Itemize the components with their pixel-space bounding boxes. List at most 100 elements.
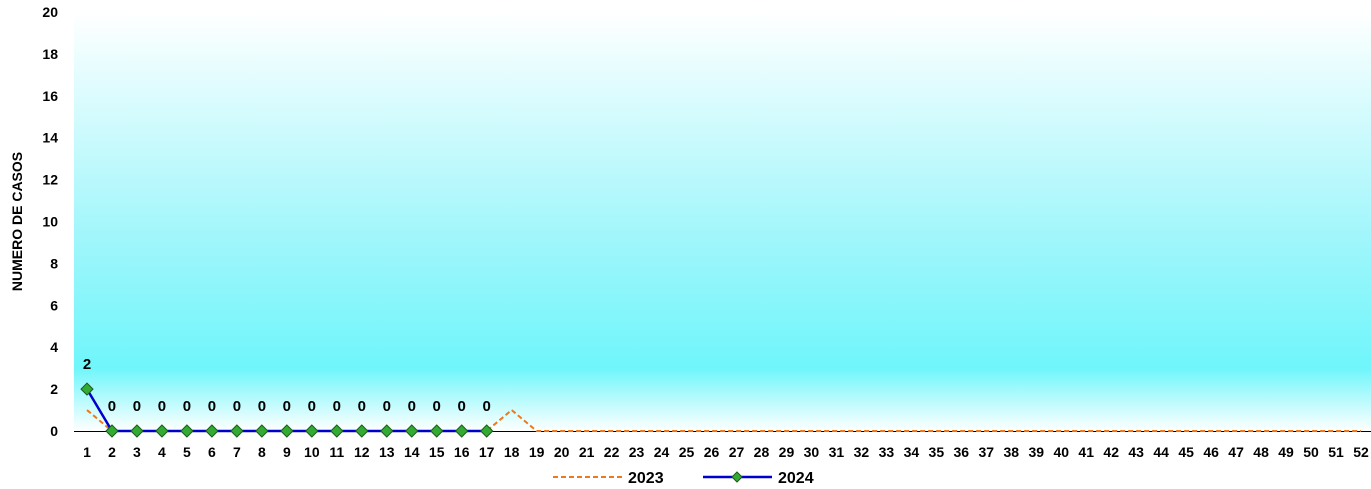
x-tick-label: 43 xyxy=(1128,444,1144,460)
series-layer xyxy=(80,382,1361,438)
x-tick-label: 1 xyxy=(83,444,91,460)
x-tick-label: 2 xyxy=(108,444,116,460)
x-tick-label: 42 xyxy=(1103,444,1119,460)
x-tick-label: 20 xyxy=(554,444,570,460)
x-tick-label: 40 xyxy=(1053,444,1069,460)
series-2024-point xyxy=(230,424,244,438)
series-2024-data-label: 0 xyxy=(183,398,191,415)
x-tick-label: 50 xyxy=(1303,444,1319,460)
x-tick-label: 27 xyxy=(729,444,745,460)
plot-area xyxy=(74,12,1371,431)
series-2024-point xyxy=(305,424,319,438)
x-tick-label: 17 xyxy=(479,444,495,460)
y-tick-label: 2 xyxy=(50,381,58,397)
x-tick-label: 12 xyxy=(354,444,370,460)
series-2024-point xyxy=(330,424,344,438)
x-tick-label: 35 xyxy=(929,444,945,460)
y-tick-label: 18 xyxy=(42,46,58,62)
series-2024-point xyxy=(180,424,194,438)
series-2024-data-label: 0 xyxy=(208,398,216,415)
series-2024-data-label: 0 xyxy=(383,398,391,415)
series-2024-point xyxy=(255,424,269,438)
x-tick-label: 48 xyxy=(1253,444,1269,460)
series-2024-point xyxy=(454,424,469,438)
x-tick-label: 23 xyxy=(629,444,645,460)
x-tick-label: 30 xyxy=(804,444,820,460)
series-2024-data-label: 0 xyxy=(308,398,316,415)
x-tick-label: 39 xyxy=(1028,444,1044,460)
x-tick-label: 47 xyxy=(1228,444,1244,460)
x-tick-label: 3 xyxy=(133,444,141,460)
y-tick-label: 20 xyxy=(42,4,58,20)
x-tick-label: 31 xyxy=(829,444,845,460)
y-tick-label: 14 xyxy=(42,130,58,146)
x-tick-label: 37 xyxy=(979,444,995,460)
series-2024-point xyxy=(205,424,219,438)
series-2024-data-label: 0 xyxy=(233,398,241,415)
x-tick-label: 36 xyxy=(954,444,970,460)
series-2024-point xyxy=(355,424,369,438)
x-tick-label: 4 xyxy=(158,444,166,460)
series-2024-data-label: 0 xyxy=(283,398,291,415)
x-tick-label: 46 xyxy=(1203,444,1219,460)
series-2024-data-label: 0 xyxy=(408,398,416,415)
x-tick-label: 32 xyxy=(854,444,870,460)
series-2024-point xyxy=(105,424,119,438)
series-2024-data-label: 0 xyxy=(258,398,266,415)
x-tick-label: 19 xyxy=(529,444,545,460)
x-tick-label: 6 xyxy=(208,444,216,460)
x-tick-label: 29 xyxy=(779,444,795,460)
x-tick-label: 41 xyxy=(1078,444,1094,460)
x-tick-label: 14 xyxy=(404,444,420,460)
x-tick-label: 52 xyxy=(1353,444,1369,460)
x-tick-label: 34 xyxy=(904,444,920,460)
x-tick-label: 5 xyxy=(183,444,191,460)
series-2024-data-label: 0 xyxy=(483,398,491,415)
x-tick-label: 11 xyxy=(329,444,344,460)
series-2024-point xyxy=(430,424,444,438)
x-tick-label: 8 xyxy=(258,444,266,460)
series-2024-data-label: 0 xyxy=(108,398,116,415)
x-tick-label: 13 xyxy=(379,444,395,460)
legend-2023-label: 2023 xyxy=(628,470,664,487)
series-2024-point xyxy=(280,424,294,438)
y-tick-label: 10 xyxy=(42,214,58,230)
x-tick-label: 51 xyxy=(1328,444,1344,460)
x-axis: 1 2 3 4 5 6 7 8 9 10 11 12 13 14 15 16 17 18 19 20 21 22 23 24 2… xyxy=(83,444,1369,460)
series-2024-data-label: 0 xyxy=(333,398,341,415)
x-tick-label: 18 xyxy=(504,444,520,460)
legend-2024-label: 2024 xyxy=(778,470,814,487)
legend-2024-marker xyxy=(731,471,743,483)
y-tick-label: 12 xyxy=(42,172,58,188)
x-tick-label: 16 xyxy=(454,444,470,460)
x-tick-label: 49 xyxy=(1278,444,1294,460)
series-2024-point xyxy=(80,382,94,396)
legend: 2023 2024 xyxy=(553,470,814,487)
data-labels: 20 0 0 0 0 0 0 0 0 0 0 0 0 0 0 0 xyxy=(83,356,491,415)
x-tick-label: 9 xyxy=(283,444,291,460)
series-2024-data-label: 0 xyxy=(458,398,466,415)
series-2024-data-label: 0 xyxy=(433,398,441,415)
x-tick-label: 10 xyxy=(304,444,320,460)
series-2024-point xyxy=(130,424,144,438)
y-tick-label: 16 xyxy=(42,88,58,104)
x-tick-label: 21 xyxy=(579,444,595,460)
series-2024-point xyxy=(380,424,394,438)
x-tick-label: 25 xyxy=(679,444,695,460)
series-2024-data-label: 2 xyxy=(83,356,91,373)
y-tick-label: 8 xyxy=(50,255,58,271)
y-axis-title: NUMERO DE CASOS xyxy=(9,152,25,291)
y-axis: 0 2 4 6 8 10 12 14 16 18 20 xyxy=(42,4,58,439)
y-tick-label: 6 xyxy=(50,297,58,313)
y-tick-label: 4 xyxy=(50,339,58,355)
x-tick-label: 7 xyxy=(233,444,241,460)
x-tick-label: 22 xyxy=(604,444,620,460)
series-2024-data-label: 0 xyxy=(133,398,141,415)
series-2024-data-label: 0 xyxy=(158,398,166,415)
x-tick-label: 45 xyxy=(1178,444,1194,460)
x-tick-label: 38 xyxy=(1003,444,1019,460)
series-2024-data-label: 0 xyxy=(358,398,366,415)
series-2024-point xyxy=(405,424,419,438)
